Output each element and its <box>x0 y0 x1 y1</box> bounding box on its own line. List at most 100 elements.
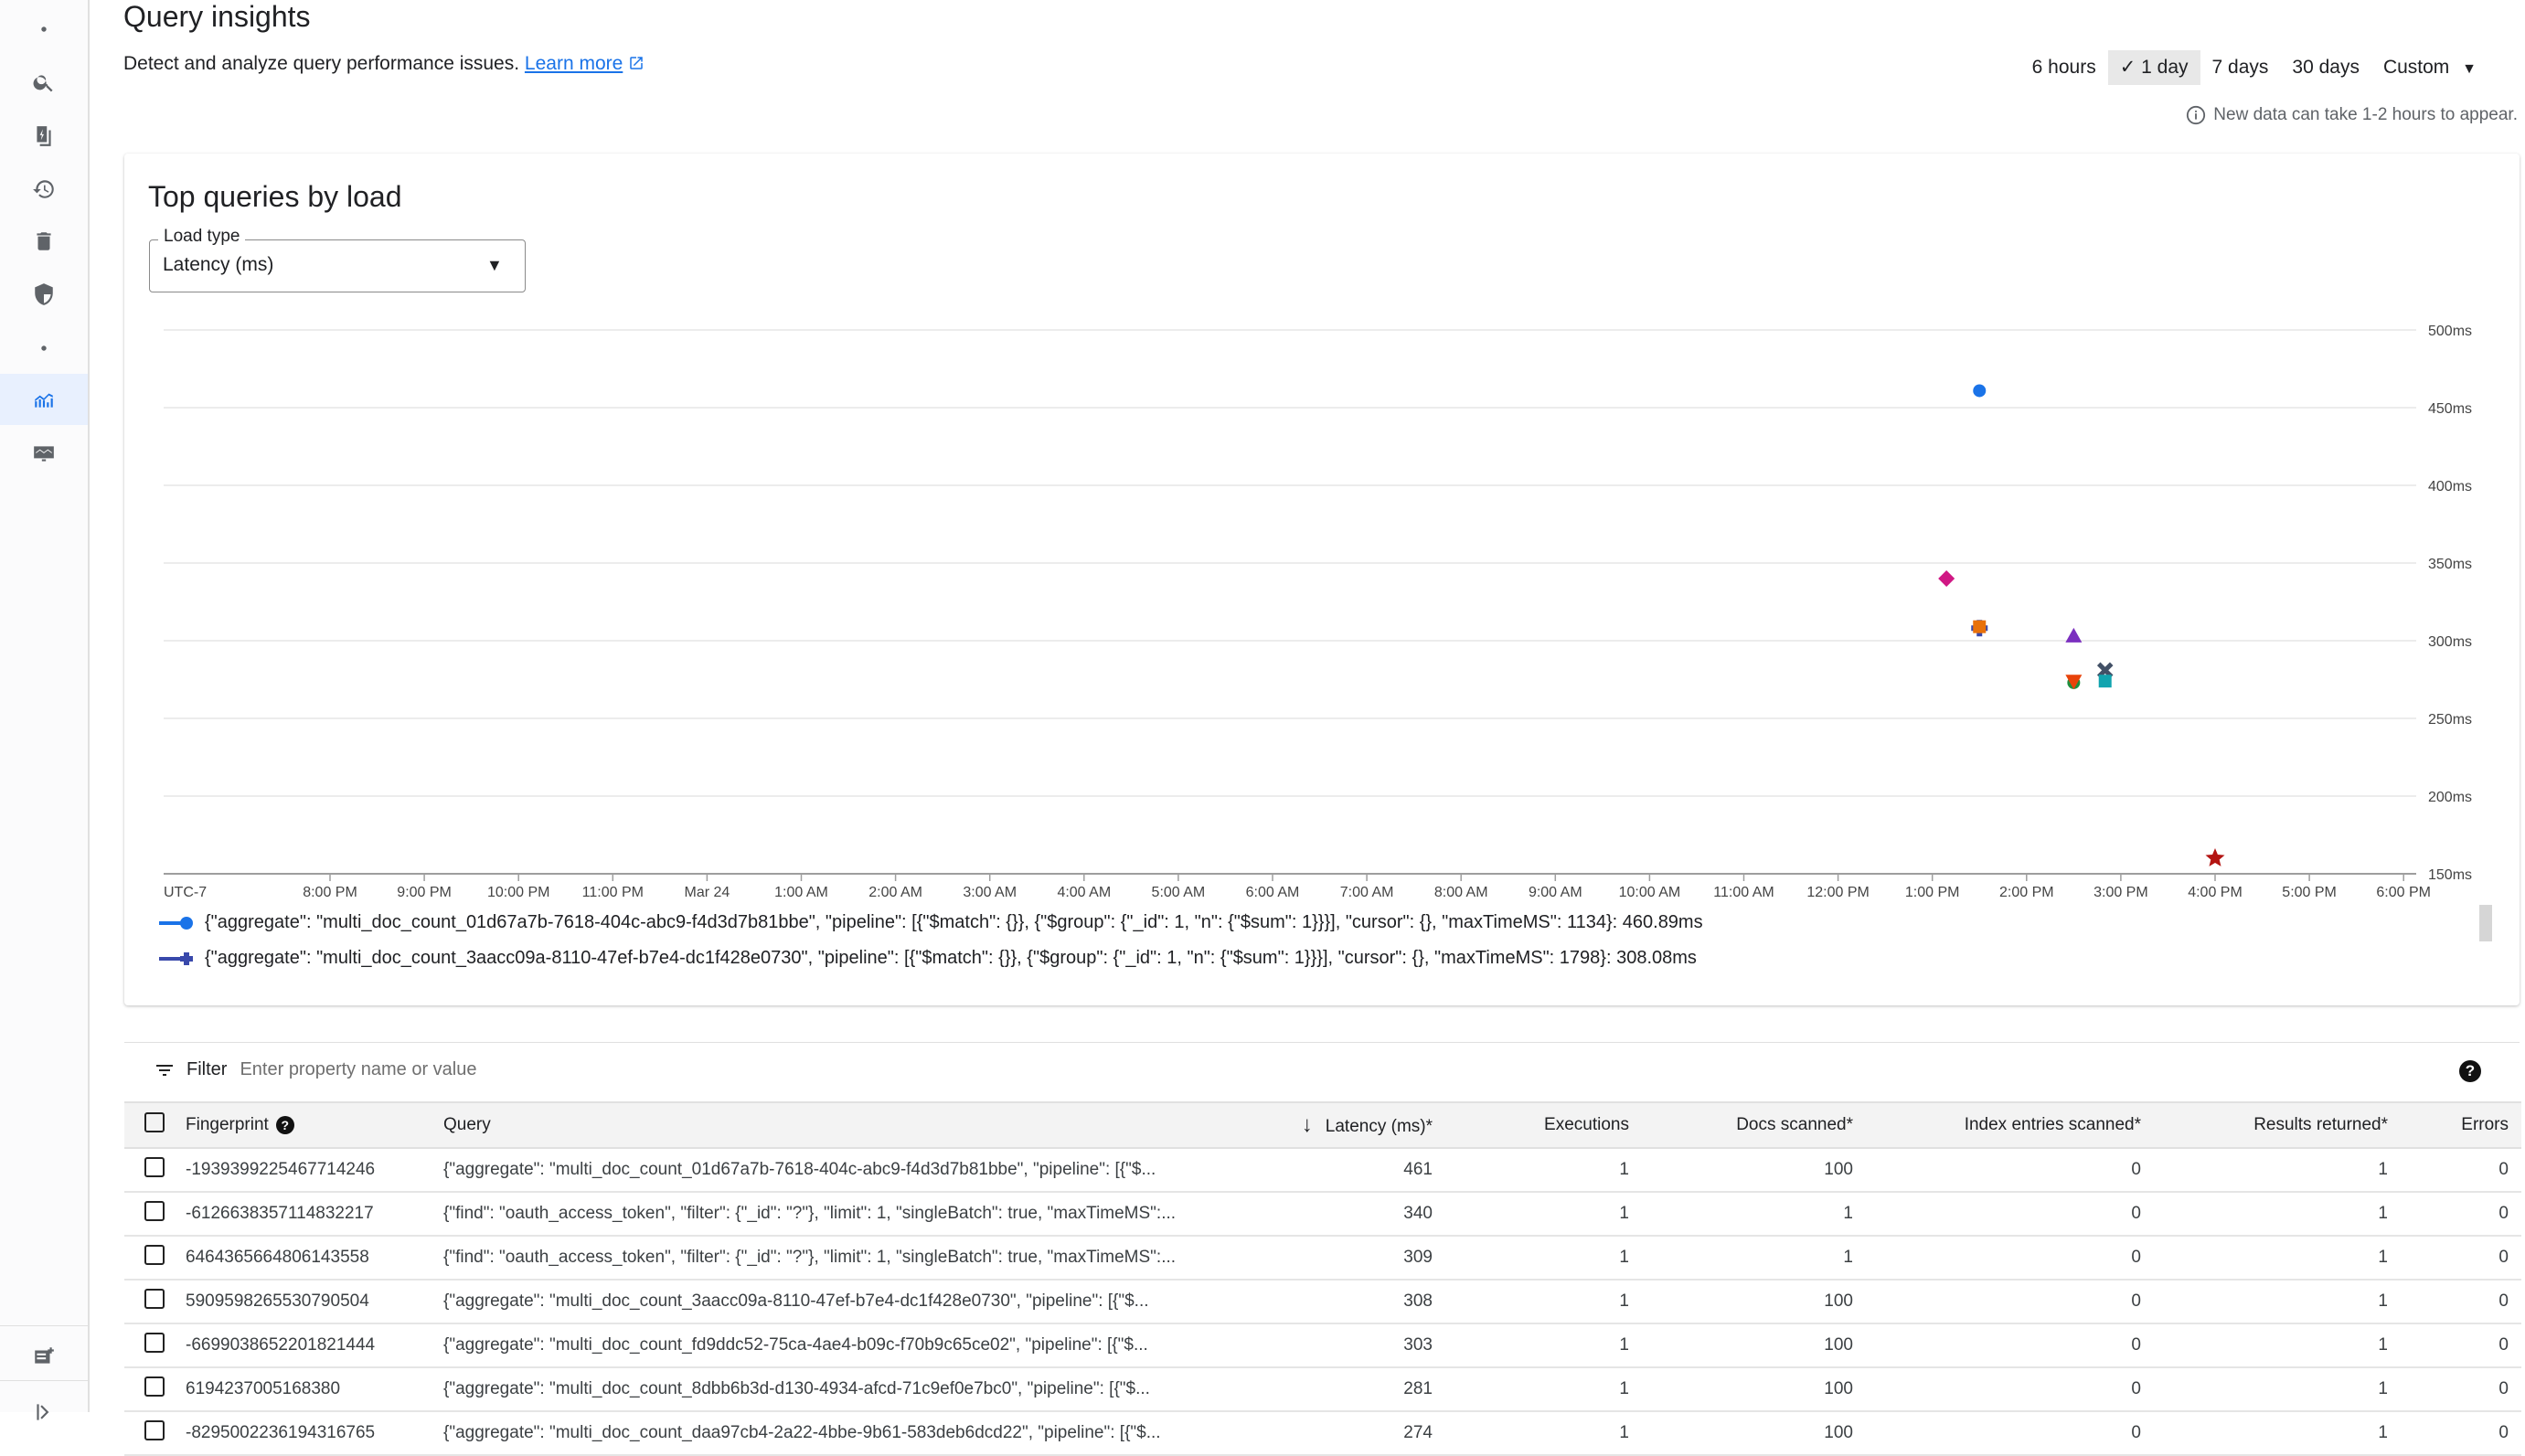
latency-cell: 340 <box>1249 1192 1445 1237</box>
query-cell[interactable]: {"find": "oauth_access_token", "filter":… <box>442 1236 1249 1281</box>
docs-scanned-cell: 100 <box>1642 1367 1866 1412</box>
query-cell[interactable]: {"aggregate": "multi_doc_count_3aacc09a-… <box>442 1280 1249 1324</box>
load-type-value: Latency (ms) <box>163 254 274 275</box>
col-fingerprint[interactable]: Fingerprint? <box>185 1101 442 1149</box>
filter-input[interactable] <box>238 1058 791 1081</box>
table-row[interactable]: -8295002236194316765 {"aggregate": "multi… <box>124 1411 2521 1456</box>
errors-cell: 0 <box>2401 1411 2521 1456</box>
query-cell[interactable]: {"aggregate": "multi_doc_count_01d67a7b-… <box>442 1148 1249 1193</box>
col-query[interactable]: Query <box>442 1101 1249 1149</box>
check-icon: ✓ <box>2119 57 2142 78</box>
monitor-icon[interactable] <box>0 430 88 476</box>
range-custom[interactable]: Custom ▼ <box>2371 50 2488 85</box>
docs-scanned-cell: 1 <box>1642 1236 1866 1281</box>
table-row[interactable]: -1939399225467714246 {"aggregate": "multi… <box>124 1148 2521 1193</box>
range-7-days[interactable]: 7 days <box>2200 50 2281 85</box>
col-label: Executions <box>1544 1115 1629 1134</box>
dot-icon[interactable] <box>0 325 88 371</box>
col-errors[interactable]: Errors <box>2401 1101 2521 1149</box>
range-6-hours[interactable]: 6 hours <box>2020 50 2108 85</box>
point-diamond[interactable] <box>1938 570 1955 587</box>
range-label: 7 days <box>2211 57 2269 78</box>
history-icon[interactable] <box>0 166 88 212</box>
range-label: 6 hours <box>2031 57 2096 78</box>
point-square[interactable] <box>2098 675 2112 688</box>
point-triangle-up[interactable] <box>2065 627 2083 643</box>
latency-cell: 309 <box>1249 1236 1445 1281</box>
executions-cell: 1 <box>1445 1148 1642 1193</box>
load-type-select[interactable] <box>149 239 526 292</box>
point-star[interactable] <box>2205 848 2225 866</box>
x-tick-label: Mar 24 <box>685 885 730 900</box>
col-latency[interactable]: ↓ Latency (ms)* <box>1249 1101 1445 1149</box>
index-entries-cell: 0 <box>1866 1411 2154 1456</box>
col-docs-scanned[interactable]: Docs scanned* <box>1642 1101 1866 1149</box>
x-tick-label: 1:00 PM <box>1905 885 1960 900</box>
col-results-returned[interactable]: Results returned* <box>2154 1101 2401 1149</box>
table-row[interactable]: 5909598265530790504 {"aggregate": "multi_… <box>124 1280 2521 1324</box>
row-checkbox[interactable] <box>124 1236 185 1281</box>
table-row[interactable]: 6464365664806143558 {"find": "oauth_acces… <box>124 1236 2521 1281</box>
table-row[interactable]: -6699038652201821444 {"aggregate": "multi… <box>124 1323 2521 1368</box>
point-x[interactable] <box>2096 662 2114 679</box>
results-returned-cell: 1 <box>2154 1280 2401 1324</box>
query-cell[interactable]: {"aggregate": "multi_doc_count_daa97cb4-… <box>442 1411 1249 1456</box>
trash-icon[interactable] <box>0 218 88 264</box>
legend-scrollbar[interactable] <box>2479 905 2492 941</box>
y-tick-label: 400ms <box>2428 479 2472 494</box>
point-circle[interactable] <box>1973 384 1987 398</box>
index-entries-cell: 0 <box>1866 1323 2154 1368</box>
filter-icon <box>156 1064 173 1076</box>
query-cell[interactable]: {"aggregate": "multi_doc_count_8dbb6b3d-… <box>442 1367 1249 1412</box>
help-icon[interactable]: ? <box>2459 1060 2481 1082</box>
external-link-icon <box>630 57 643 69</box>
x-tick-label: 4:00 PM <box>2188 885 2243 900</box>
executions-cell: 1 <box>1445 1323 1642 1368</box>
row-checkbox[interactable] <box>124 1367 185 1412</box>
sort-arrow-down-icon: ↓ <box>1301 1112 1313 1137</box>
x-tick-label: 10:00 PM <box>487 885 549 900</box>
range-1-day[interactable]: ✓ 1 day <box>2107 50 2200 85</box>
expand-icon[interactable] <box>0 1389 88 1435</box>
docs-scanned-cell: 100 <box>1642 1280 1866 1324</box>
legend-item[interactable]: {"aggregate": "multi_doc_count_3aacc09a-… <box>157 948 1697 969</box>
errors-cell: 0 <box>2401 1367 2521 1412</box>
legend-text: {"aggregate": "multi_doc_count_01d67a7b-… <box>205 912 1703 932</box>
table-row[interactable]: 6194237005168380 {"aggregate": "multi_doc… <box>124 1367 2521 1412</box>
latency-cell: 274 <box>1249 1411 1445 1456</box>
query-cell[interactable]: {"find": "oauth_access_token", "filter":… <box>442 1192 1249 1237</box>
row-checkbox[interactable] <box>124 1411 185 1456</box>
shield-icon[interactable] <box>0 271 88 317</box>
x-tick-label: 11:00 PM <box>582 885 644 900</box>
select-all-checkbox[interactable] <box>124 1101 185 1149</box>
row-checkbox[interactable] <box>124 1323 185 1368</box>
document-bolt-icon[interactable] <box>0 113 88 159</box>
point-triangle-down[interactable] <box>2065 675 2083 690</box>
caret-down-icon: ▼ <box>486 256 503 274</box>
point-square[interactable] <box>1973 620 1987 633</box>
latency-cell: 461 <box>1249 1148 1445 1193</box>
errors-cell: 0 <box>2401 1192 2521 1237</box>
insights-chart-icon[interactable] <box>0 374 88 425</box>
row-checkbox[interactable] <box>124 1148 185 1193</box>
x-tick-label: 2:00 PM <box>1999 885 2054 900</box>
data-delay-note: New data can take 1-2 hours to appear. <box>2186 105 2518 125</box>
row-checkbox[interactable] <box>124 1280 185 1324</box>
dot-icon[interactable] <box>0 6 88 52</box>
release-notes-icon[interactable] <box>0 1334 88 1379</box>
row-checkbox[interactable] <box>124 1192 185 1237</box>
x-tick-label: 8:00 PM <box>303 885 357 900</box>
col-executions[interactable]: Executions <box>1445 1101 1642 1149</box>
filter-label: Filter <box>186 1059 228 1079</box>
x-tick-label: 8:00 AM <box>1434 885 1488 900</box>
col-index-entries[interactable]: Index entries scanned* <box>1866 1101 2154 1149</box>
query-cell[interactable]: {"aggregate": "multi_doc_count_fd9ddc52-… <box>442 1323 1249 1368</box>
table-row[interactable]: -6126638357114832217 {"find": "oauth_acce… <box>124 1192 2521 1237</box>
note-text: New data can take 1-2 hours to appear. <box>2213 105 2518 124</box>
latency-cell: 308 <box>1249 1280 1445 1324</box>
range-30-days[interactable]: 30 days <box>2280 50 2371 85</box>
search-icon[interactable] <box>0 59 88 105</box>
learn-more-link[interactable]: Learn more <box>525 53 623 74</box>
legend-item[interactable]: {"aggregate": "multi_doc_count_01d67a7b-… <box>157 912 1703 933</box>
help-icon[interactable]: ? <box>275 1116 294 1134</box>
